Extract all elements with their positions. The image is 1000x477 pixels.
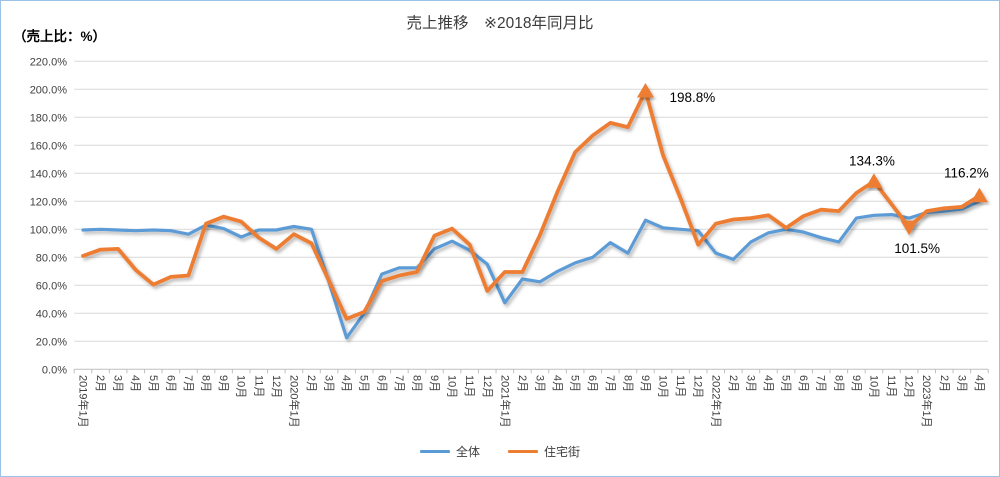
- x-tick-label: 6月: [375, 375, 387, 392]
- y-tick-label: 100.0%: [30, 224, 68, 236]
- series-line-全体: [81, 199, 982, 340]
- chart-title: 売上推移 ※2018年同月比: [406, 15, 594, 32]
- legend-label: 全体: [455, 445, 480, 459]
- x-tick-label: 2021年1月: [498, 375, 512, 428]
- x-tick-label: 3月: [533, 375, 545, 392]
- x-tick-label: 4月: [129, 375, 141, 392]
- series-line-住宅街: [81, 89, 982, 321]
- x-tick-label: 9月: [639, 375, 651, 392]
- y-tick-label: 60.0%: [36, 280, 67, 292]
- legend-line-swatch: [508, 450, 538, 453]
- x-tick-label: 10月: [446, 375, 458, 398]
- x-tick-label: 2022年1月: [709, 375, 723, 428]
- x-tick-label: 2月: [94, 375, 106, 392]
- marker-triangle-up-icon: [970, 187, 988, 203]
- x-tick-label: 2月: [938, 375, 950, 392]
- x-tick-label: 9月: [850, 375, 862, 392]
- x-tick-label: 12月: [692, 375, 704, 398]
- y-tick-label: 220.0%: [30, 56, 68, 68]
- x-tick-label: 6月: [586, 375, 598, 392]
- x-tick-label: 7月: [815, 375, 827, 392]
- y-tick-label: 0.0%: [42, 364, 67, 376]
- x-tick-label: 4月: [762, 375, 774, 392]
- y-tick-label: 120.0%: [30, 196, 68, 208]
- legend-label: 住宅街: [544, 445, 581, 459]
- x-tick-label: 3月: [323, 375, 335, 392]
- y-tick-label: 40.0%: [36, 308, 67, 320]
- x-tick-label: 7月: [604, 375, 616, 392]
- annotation-label: 116.2%: [944, 166, 989, 181]
- x-tick-label: 5月: [358, 375, 370, 392]
- x-tick-label: 2月: [305, 375, 317, 392]
- x-tick-label: 6月: [164, 375, 176, 392]
- x-tick-label: 8月: [832, 375, 844, 392]
- x-tick-label: 3月: [112, 375, 124, 392]
- x-tick-label: 4月: [973, 375, 985, 392]
- x-tick-label: 2023年1月: [920, 375, 934, 428]
- x-tick-label: 9月: [428, 375, 440, 392]
- x-tick-label: 9月: [217, 375, 229, 392]
- x-tick-label: 10月: [235, 375, 247, 398]
- marker-triangle-down-icon: [900, 220, 918, 236]
- x-tick-label: 5月: [780, 375, 792, 392]
- marker-triangle-up-icon: [865, 173, 883, 188]
- x-tick-label: 2月: [516, 375, 528, 392]
- x-tick-label: 7月: [182, 375, 194, 392]
- legend-item-全体: 全体: [419, 443, 480, 460]
- legend-item-住宅街: 住宅街: [508, 443, 580, 460]
- annotation-label: 101.5%: [894, 241, 940, 256]
- chart-legend: 全体 住宅街: [1, 443, 999, 460]
- annotation-label: 198.8%: [669, 90, 715, 105]
- x-tick-label: 11月: [252, 375, 264, 397]
- x-tick-label: 12月: [903, 375, 915, 398]
- y-tick-label: 20.0%: [36, 336, 67, 348]
- x-tick-label: 4月: [340, 375, 352, 392]
- y-tick-label: 200.0%: [30, 84, 68, 96]
- x-tick-label: 7月: [393, 375, 405, 392]
- y-tick-label: 180.0%: [30, 112, 68, 124]
- x-tick-label: 5月: [569, 375, 581, 392]
- x-tick-label: 11月: [463, 375, 475, 397]
- x-tick-label: 11月: [674, 375, 686, 397]
- legend-line-swatch: [419, 450, 450, 453]
- x-tick-label: 12月: [270, 375, 282, 398]
- x-tick-label: 2020年1月: [287, 375, 301, 428]
- y-tick-label: 140.0%: [30, 168, 68, 180]
- x-tick-label: 11月: [885, 375, 897, 397]
- x-tick-label: 4月: [551, 375, 563, 392]
- y-axis-unit-label: （売上比：%）: [13, 29, 107, 44]
- x-tick-label: 2019年1月: [76, 375, 90, 428]
- y-tick-label: 80.0%: [36, 252, 67, 264]
- x-tick-label: 8月: [621, 375, 633, 392]
- marker-triangle-up-icon: [636, 82, 654, 98]
- x-tick-label: 3月: [955, 375, 967, 392]
- x-tick-label: 8月: [200, 375, 212, 392]
- x-tick-label: 12月: [481, 375, 493, 398]
- annotation-label: 134.3%: [849, 153, 895, 168]
- x-tick-label: 10月: [657, 375, 669, 398]
- x-tick-label: 10月: [867, 375, 879, 398]
- x-tick-label: 6月: [797, 375, 809, 392]
- x-tick-label: 3月: [744, 375, 756, 392]
- x-tick-label: 8月: [410, 375, 422, 392]
- x-tick-label: 2月: [727, 375, 739, 392]
- y-tick-label: 160.0%: [30, 140, 68, 152]
- x-tick-label: 5月: [147, 375, 159, 392]
